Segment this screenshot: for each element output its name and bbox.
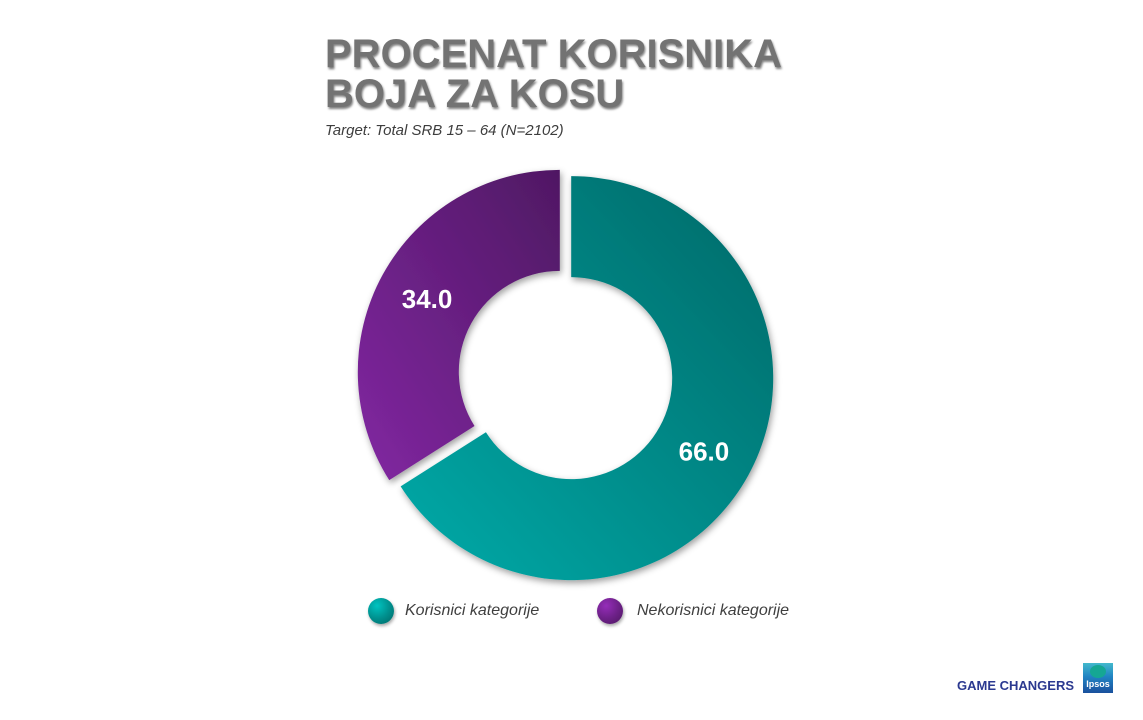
legend-label-korisnici-kategorije: Korisnici kategorije [405, 602, 540, 619]
ipsos-logo-text: Ipsos [1086, 679, 1110, 689]
donut-slice-nekorisnici-kategorije [357, 169, 560, 481]
chart-subtitle: Target: Total SRB 15 – 64 (N=2102) [325, 122, 564, 139]
data-label-korisnici-kategorije: 66.0 [679, 436, 730, 466]
ipsos-logo: Ipsos [1083, 663, 1113, 693]
ipsos-logo-mark [1090, 665, 1106, 678]
legend-marker-nekorisnici-kategorije [597, 598, 623, 624]
donut-slice-korisnici-kategorije [400, 176, 774, 581]
legend-label-nekorisnici-kategorije: Nekorisnici kategorije [637, 602, 790, 619]
data-label-nekorisnici-kategorije: 34.0 [402, 284, 453, 314]
donut-slices [357, 169, 774, 581]
legend-item-korisnici-kategorije: Korisnici kategorije [368, 598, 539, 624]
donut-chart: 66.0 34.0 [357, 169, 774, 581]
legend-marker-korisnici-kategorije [368, 598, 394, 624]
legend-item-nekorisnici-kategorije: Nekorisnici kategorije [597, 598, 789, 624]
donut-data-labels: 66.0 34.0 [402, 284, 730, 466]
brand-tagline: GAME CHANGERS [957, 678, 1075, 693]
chart-title: PROCENAT KORISNIKA BOJA ZA KOSU [325, 32, 781, 116]
